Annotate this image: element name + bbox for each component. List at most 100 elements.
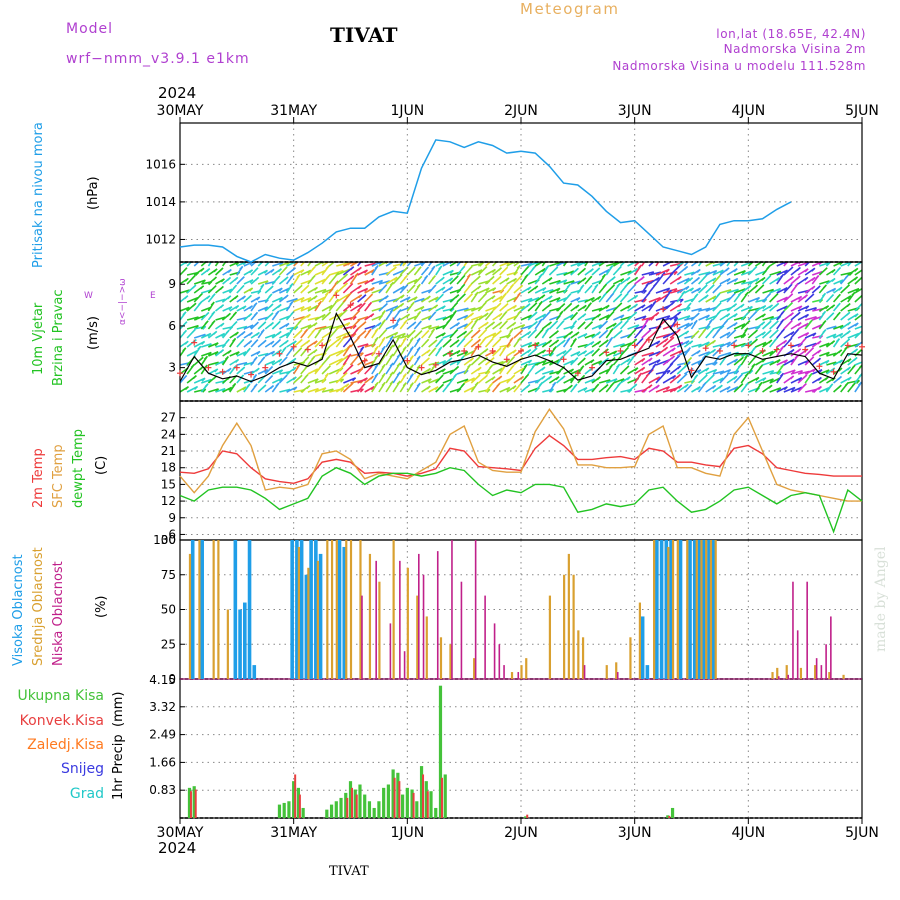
wind-arrow-head (370, 386, 375, 391)
wind-arrow-head (269, 322, 274, 327)
legend-total: Ukupna Kisa (17, 688, 104, 704)
wind-arrow-head (248, 313, 253, 318)
wind-arrow-head (297, 319, 302, 324)
wind-arrow-head (598, 360, 603, 365)
wind-arrow (719, 262, 727, 267)
wind-unit: (m/s) (86, 316, 101, 350)
wind-arrow-head (752, 346, 757, 351)
wind-arrow (740, 305, 753, 312)
wind-arrow (648, 262, 655, 267)
model-altitude-text: Nadmorska Visina u modelu 111.528m (612, 59, 866, 73)
wind-arrow-head (726, 386, 731, 391)
wind-arrow-head (527, 286, 532, 291)
precip-total-bar (419, 766, 424, 818)
precip-total-bar (277, 804, 282, 818)
wind-arrow-head (666, 287, 671, 292)
wind-arrow (669, 349, 683, 357)
wind-arrow-head (416, 364, 421, 369)
wind-arrow (705, 368, 717, 375)
wind-arrow-head (343, 309, 348, 314)
wind-arrow (783, 369, 796, 375)
wind-arrow-head (582, 304, 587, 309)
cloud-mid-bar (638, 602, 642, 679)
wind-arrow (527, 341, 540, 348)
cloud-high-label: Visoka Oblacnost (11, 554, 26, 666)
wind-arrow-head (418, 275, 423, 280)
wind-arrow (456, 307, 469, 312)
wind-arrow-head (641, 366, 646, 371)
wind-arrow-head (299, 258, 302, 261)
compass-e: E (150, 291, 156, 301)
wind-arrow (620, 342, 632, 348)
wind-arrow-head (655, 311, 660, 316)
wind-arrow-head (509, 328, 514, 333)
wind-arrow-head (775, 302, 780, 307)
wind-arrow-head (269, 262, 271, 263)
wind-arrow-head (665, 386, 670, 391)
wind-arrow-head (283, 266, 288, 271)
wind-arrow-head (227, 269, 232, 274)
wind-arrow-head (552, 381, 557, 386)
wind-arrow-head (602, 292, 607, 297)
y-tick-label: 18 (161, 461, 176, 475)
wind-arrow-head (416, 373, 421, 378)
wind-arrow-head (825, 359, 830, 364)
wind-arrow-head (242, 305, 247, 310)
wind-arrow-head (468, 266, 473, 271)
wind-arrow-head (253, 356, 258, 361)
wind-arrow-head (706, 325, 711, 330)
wind-arrow-head (358, 294, 363, 299)
wind-arrow (826, 352, 837, 357)
wind-arrow-head (870, 378, 873, 381)
wind-arrow (584, 387, 596, 393)
wind-arrow-head (512, 304, 517, 309)
wind-arrow-head (789, 276, 794, 281)
wind-arrow-head (484, 312, 489, 317)
wind-arrow (527, 296, 540, 303)
wind-arrow-head (777, 371, 782, 376)
cloud-high-bar (342, 546, 347, 679)
wind-arrow-head (734, 358, 739, 363)
wind-arrow-head (590, 359, 595, 364)
wind-arrow (726, 262, 731, 267)
wind-arrow-head (285, 322, 290, 327)
wind-arrow (520, 297, 533, 303)
wind-arrow-head (783, 359, 788, 364)
wind-arrow (215, 298, 226, 303)
y-tick-label: 6 (168, 527, 176, 541)
wind-arrow (854, 330, 862, 339)
wind-arrow-head (271, 350, 276, 355)
cloud-mid-bar (226, 609, 229, 679)
wind-arrow-head (363, 377, 368, 382)
wind-arrow (350, 262, 360, 267)
wind-arrow-head (561, 366, 566, 371)
wind-arrow-head (731, 292, 736, 297)
wind-arrow-head (713, 369, 718, 374)
wind-arrow-head (627, 304, 632, 309)
compass-rose: α<−|−>ω (118, 278, 128, 325)
wind-arrow-head (417, 310, 422, 315)
wind-arrow-head (347, 353, 352, 358)
wind-arrow-head (748, 340, 753, 345)
wind-arrow-head (249, 279, 254, 284)
wind-arrow-head (289, 328, 294, 333)
wind-arrow (556, 262, 566, 267)
wind-arrow-head (719, 269, 724, 274)
wind-arrow-head (326, 365, 331, 370)
wind-arrow-head (234, 295, 239, 300)
wind-arrow-head (528, 342, 533, 347)
wind-arrow-head (528, 359, 533, 364)
y-tick-label: 9 (168, 511, 176, 525)
cloud-high-bar (655, 540, 659, 679)
cloud-low-bar (777, 676, 780, 679)
wind-arrow (378, 280, 391, 285)
wind-arrow-head (645, 282, 650, 287)
wind-arrow-head (572, 320, 577, 325)
wind-arrow (804, 306, 817, 312)
wind-arrow-head (241, 331, 246, 336)
wind-arrow (385, 305, 399, 312)
wind-arrow (783, 386, 796, 393)
wind-arrow-head (661, 272, 666, 277)
wind-arrow-head (811, 267, 816, 272)
wind-arrow-head (220, 322, 225, 327)
